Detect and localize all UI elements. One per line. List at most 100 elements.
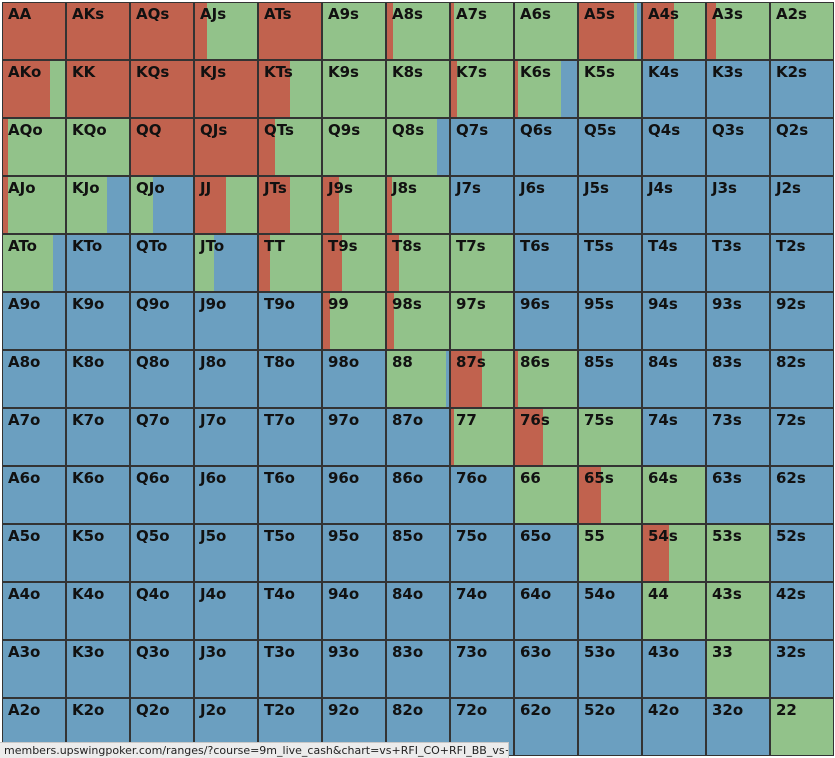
hand-cell[interactable]: 44: [642, 582, 706, 640]
hand-cell[interactable]: 85s: [578, 350, 642, 408]
hand-cell[interactable]: T2s: [770, 234, 834, 292]
hand-cell[interactable]: 93s: [706, 292, 770, 350]
hand-cell[interactable]: 74s: [642, 408, 706, 466]
hand-cell[interactable]: A6s: [514, 2, 578, 60]
hand-cell[interactable]: 84s: [642, 350, 706, 408]
hand-cell[interactable]: AJo: [2, 176, 66, 234]
hand-cell[interactable]: AA: [2, 2, 66, 60]
hand-cell[interactable]: AKs: [66, 2, 130, 60]
hand-cell[interactable]: 43o: [642, 640, 706, 698]
hand-cell[interactable]: JTs: [258, 176, 322, 234]
hand-cell[interactable]: QJo: [130, 176, 194, 234]
hand-cell[interactable]: T5o: [258, 524, 322, 582]
hand-cell[interactable]: A5o: [2, 524, 66, 582]
hand-cell[interactable]: Q8s: [386, 118, 450, 176]
hand-cell[interactable]: 98s: [386, 292, 450, 350]
hand-cell[interactable]: 83s: [706, 350, 770, 408]
hand-cell[interactable]: 84o: [386, 582, 450, 640]
hand-cell[interactable]: J3s: [706, 176, 770, 234]
hand-cell[interactable]: 77: [450, 408, 514, 466]
hand-cell[interactable]: 54s: [642, 524, 706, 582]
hand-cell[interactable]: 63o: [514, 640, 578, 698]
hand-cell[interactable]: Q2s: [770, 118, 834, 176]
hand-cell[interactable]: T7o: [258, 408, 322, 466]
hand-cell[interactable]: KQo: [66, 118, 130, 176]
hand-cell[interactable]: 92s: [770, 292, 834, 350]
hand-cell[interactable]: J6o: [194, 466, 258, 524]
hand-cell[interactable]: J8s: [386, 176, 450, 234]
hand-cell[interactable]: T4o: [258, 582, 322, 640]
hand-cell[interactable]: Q4o: [130, 582, 194, 640]
hand-cell[interactable]: A8s: [386, 2, 450, 60]
hand-cell[interactable]: K6s: [514, 60, 578, 118]
hand-cell[interactable]: A7s: [450, 2, 514, 60]
hand-cell[interactable]: 74o: [450, 582, 514, 640]
hand-cell[interactable]: A7o: [2, 408, 66, 466]
hand-cell[interactable]: A6o: [2, 466, 66, 524]
hand-cell[interactable]: 62s: [770, 466, 834, 524]
hand-cell[interactable]: 73o: [450, 640, 514, 698]
hand-cell[interactable]: JJ: [194, 176, 258, 234]
hand-cell[interactable]: K4s: [642, 60, 706, 118]
hand-cell[interactable]: A9o: [2, 292, 66, 350]
hand-cell[interactable]: QTs: [258, 118, 322, 176]
hand-cell[interactable]: KJs: [194, 60, 258, 118]
hand-cell[interactable]: J9o: [194, 292, 258, 350]
hand-cell[interactable]: J4s: [642, 176, 706, 234]
hand-cell[interactable]: J3o: [194, 640, 258, 698]
hand-cell[interactable]: K5s: [578, 60, 642, 118]
hand-cell[interactable]: 62o: [514, 698, 578, 756]
hand-cell[interactable]: J9s: [322, 176, 386, 234]
hand-cell[interactable]: JTo: [194, 234, 258, 292]
hand-cell[interactable]: AKo: [2, 60, 66, 118]
hand-cell[interactable]: T8o: [258, 350, 322, 408]
hand-cell[interactable]: 93o: [322, 640, 386, 698]
hand-cell[interactable]: 54o: [578, 582, 642, 640]
hand-cell[interactable]: 86s: [514, 350, 578, 408]
hand-cell[interactable]: K5o: [66, 524, 130, 582]
hand-cell[interactable]: A4o: [2, 582, 66, 640]
hand-cell[interactable]: Q6o: [130, 466, 194, 524]
hand-cell[interactable]: A8o: [2, 350, 66, 408]
hand-cell[interactable]: K9o: [66, 292, 130, 350]
hand-cell[interactable]: K4o: [66, 582, 130, 640]
hand-cell[interactable]: Q9o: [130, 292, 194, 350]
hand-cell[interactable]: 55: [578, 524, 642, 582]
hand-cell[interactable]: Q6s: [514, 118, 578, 176]
hand-cell[interactable]: 85o: [386, 524, 450, 582]
hand-cell[interactable]: Q3s: [706, 118, 770, 176]
hand-cell[interactable]: J4o: [194, 582, 258, 640]
hand-cell[interactable]: T5s: [578, 234, 642, 292]
hand-cell[interactable]: KTo: [66, 234, 130, 292]
hand-cell[interactable]: 75o: [450, 524, 514, 582]
hand-cell[interactable]: A5s: [578, 2, 642, 60]
hand-cell[interactable]: J5o: [194, 524, 258, 582]
hand-cell[interactable]: 76o: [450, 466, 514, 524]
hand-cell[interactable]: Q7s: [450, 118, 514, 176]
hand-cell[interactable]: ATo: [2, 234, 66, 292]
hand-cell[interactable]: A2s: [770, 2, 834, 60]
hand-cell[interactable]: Q5s: [578, 118, 642, 176]
hand-cell[interactable]: 76s: [514, 408, 578, 466]
hand-cell[interactable]: J2s: [770, 176, 834, 234]
hand-cell[interactable]: 99: [322, 292, 386, 350]
hand-cell[interactable]: Q4s: [642, 118, 706, 176]
hand-cell[interactable]: 94o: [322, 582, 386, 640]
hand-cell[interactable]: T3s: [706, 234, 770, 292]
hand-cell[interactable]: 32s: [770, 640, 834, 698]
hand-cell[interactable]: 86o: [386, 466, 450, 524]
hand-cell[interactable]: KJo: [66, 176, 130, 234]
hand-cell[interactable]: AJs: [194, 2, 258, 60]
hand-cell[interactable]: Q7o: [130, 408, 194, 466]
hand-cell[interactable]: J7s: [450, 176, 514, 234]
hand-cell[interactable]: 88: [386, 350, 450, 408]
hand-cell[interactable]: 96o: [322, 466, 386, 524]
hand-cell[interactable]: 66: [514, 466, 578, 524]
hand-cell[interactable]: 65s: [578, 466, 642, 524]
hand-cell[interactable]: 42o: [642, 698, 706, 756]
hand-cell[interactable]: K8s: [386, 60, 450, 118]
hand-cell[interactable]: 95s: [578, 292, 642, 350]
hand-cell[interactable]: K2s: [770, 60, 834, 118]
hand-cell[interactable]: 95o: [322, 524, 386, 582]
hand-cell[interactable]: 96s: [514, 292, 578, 350]
